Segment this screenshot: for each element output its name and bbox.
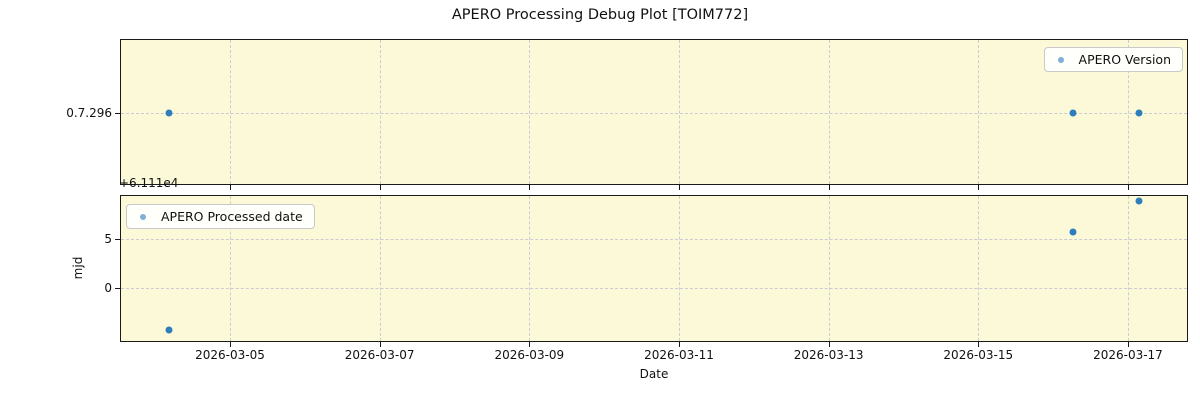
legend-apero-version: APERO Version [1043, 47, 1183, 72]
data-point-apero-processed-date [165, 326, 173, 334]
x-tick-mark [678, 342, 680, 347]
y-tick-label-mjd: 0 [104, 280, 112, 295]
legend-marker-icon [140, 213, 146, 220]
legend-label: APERO Version [1078, 52, 1171, 67]
y-tick-mark [115, 287, 120, 289]
x-tick-mark [828, 185, 830, 190]
x-gridline [1127, 196, 1129, 341]
y-tick-label-mjd: 5 [104, 232, 112, 246]
data-point-apero-version [165, 109, 173, 117]
x-gridline [1127, 40, 1129, 184]
y-tick-label-version: 0.7.296 [66, 106, 112, 120]
x-tick-mark [1127, 342, 1129, 347]
x-gridline [678, 40, 680, 184]
chart-title: APERO Processing Debug Plot [TOIM772] [451, 7, 749, 23]
x-gridline [529, 196, 531, 341]
x-tick-label: 2026-03-11 [644, 348, 714, 362]
x-tick-mark [529, 185, 531, 190]
y-tick-mark [115, 113, 120, 114]
x-gridline [379, 196, 381, 341]
x-tick-mark [828, 342, 830, 347]
data-point-apero-processed-date [1069, 228, 1077, 236]
x-tick-mark [379, 342, 381, 347]
x-tick-mark [230, 342, 231, 347]
x-tick-label: 2026-03-07 [344, 348, 415, 362]
x-gridline [828, 40, 830, 184]
x-gridline [978, 196, 980, 341]
x-gridline [678, 196, 680, 341]
legend-marker-icon [1057, 56, 1064, 63]
x-axis-label: Date [639, 367, 669, 381]
data-point-apero-version [1135, 109, 1143, 117]
y-gridline [121, 113, 1187, 114]
y-gridline [121, 287, 1187, 289]
x-tick-label: 2026-03-17 [1093, 348, 1163, 362]
x-tick-mark [1127, 185, 1129, 190]
y-axis-offset-text: +6.111e4 [119, 176, 179, 190]
x-tick-mark [529, 342, 531, 347]
apero-version-plot-area: APERO Version [120, 39, 1188, 185]
data-point-apero-version [1069, 109, 1077, 117]
y-tick-mark [115, 239, 120, 240]
y-axis-label-mjd: mjd [71, 256, 85, 280]
x-gridline [828, 196, 830, 341]
x-tick-mark [379, 185, 381, 190]
x-gridline [230, 40, 231, 184]
x-tick-label: 2026-03-09 [494, 348, 565, 362]
x-gridline [978, 40, 980, 184]
apero-processed-date-plot-area: APERO Processed date [120, 195, 1188, 342]
x-tick-mark [978, 185, 980, 190]
legend-apero-processed-date: APERO Processed date [126, 204, 315, 229]
x-gridline [379, 40, 381, 184]
x-tick-label: 2026-03-05 [195, 348, 265, 362]
x-tick-mark [978, 342, 980, 347]
x-gridline [230, 196, 231, 341]
x-tick-label: 2026-03-15 [943, 348, 1014, 362]
x-gridline [529, 40, 531, 184]
legend-label: APERO Processed date [161, 209, 303, 224]
x-tick-mark [678, 185, 680, 190]
x-tick-mark [230, 185, 231, 190]
data-point-apero-processed-date [1135, 197, 1143, 205]
x-tick-label: 2026-03-13 [793, 348, 864, 362]
y-gridline [121, 239, 1187, 240]
